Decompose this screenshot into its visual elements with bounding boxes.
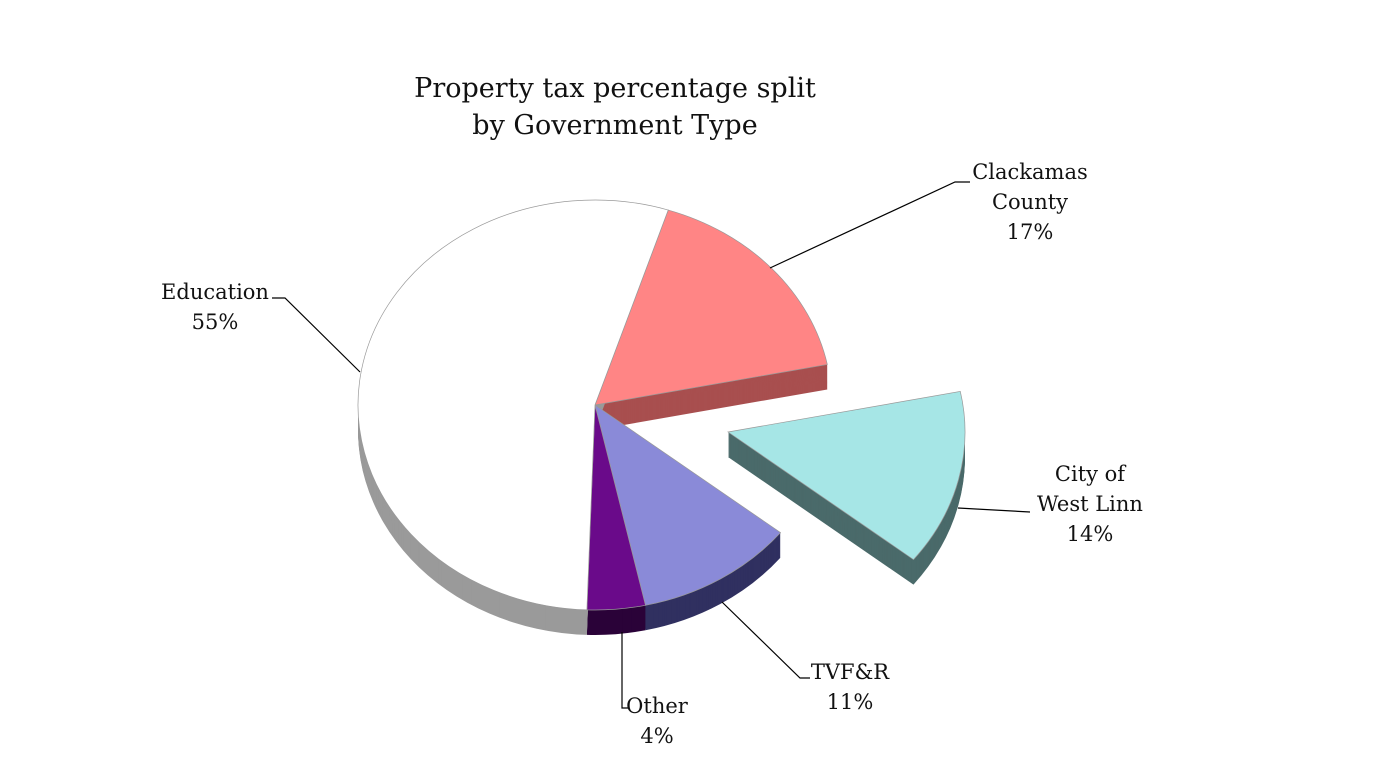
slice-percent: 17%	[1006, 220, 1054, 244]
slice-city-of-west-linn	[727, 391, 966, 561]
slice-name: City of	[1054, 462, 1126, 486]
slice-tvf-r	[594, 404, 782, 606]
leader-line	[721, 601, 810, 679]
title-line-2: by Government Type	[472, 110, 758, 141]
label-other: Other 4%	[607, 691, 707, 751]
slice-name: Other	[626, 694, 688, 718]
slice-name: County	[991, 190, 1069, 214]
leader-line	[769, 181, 970, 269]
label-tvfr: TVF&R 11%	[790, 657, 910, 717]
slice-name: West Linn	[1037, 492, 1143, 516]
label-education: Education 55%	[145, 277, 285, 337]
slice-percent: 11%	[826, 690, 874, 714]
slice-name: Education	[161, 280, 269, 304]
slice-name: TVF&R	[810, 660, 890, 684]
slice-percent: 4%	[640, 724, 674, 748]
slice-name: Clackamas	[972, 160, 1088, 184]
label-clackamas: Clackamas County 17%	[960, 157, 1100, 247]
slice-education	[357, 199, 669, 611]
slice-percent: 55%	[191, 310, 239, 334]
leader-line	[957, 507, 1031, 513]
leader-line	[621, 632, 628, 709]
title-line-1: Property tax percentage split	[414, 73, 816, 104]
leader-line	[272, 297, 361, 373]
slice-percent: 14%	[1066, 522, 1114, 546]
label-west-linn: City of West Linn 14%	[1020, 459, 1160, 549]
chart-title: Property tax percentage split by Governm…	[380, 70, 850, 144]
slice-clackamas-county	[594, 209, 828, 406]
